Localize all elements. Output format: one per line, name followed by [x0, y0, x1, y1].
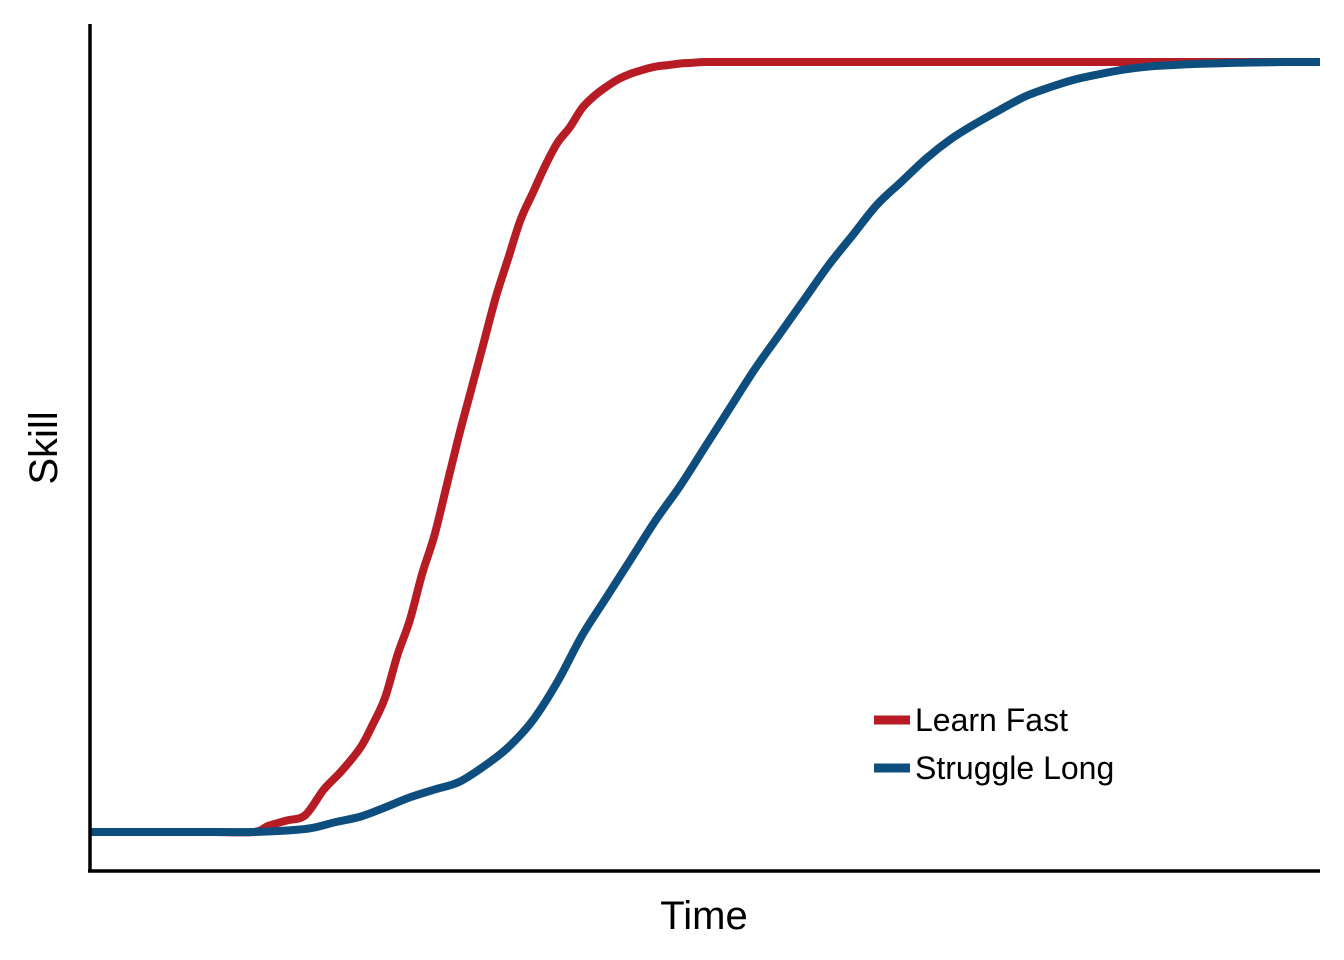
series-line-learn-fast	[89, 57, 1320, 837]
x-axis-label: Time	[660, 894, 747, 938]
legend-item-struggle-long: Struggle Long	[874, 750, 1114, 786]
series-line-struggle-long	[89, 57, 1321, 837]
legend-item-learn-fast: Learn Fast	[874, 702, 1068, 738]
legend-label-learn-fast: Learn Fast	[915, 702, 1068, 738]
legend: Learn Fast Struggle Long	[874, 702, 1114, 786]
plot-lines	[89, 57, 1321, 837]
legend-label-struggle-long: Struggle Long	[915, 750, 1114, 786]
y-axis-label: Skill	[22, 411, 66, 484]
